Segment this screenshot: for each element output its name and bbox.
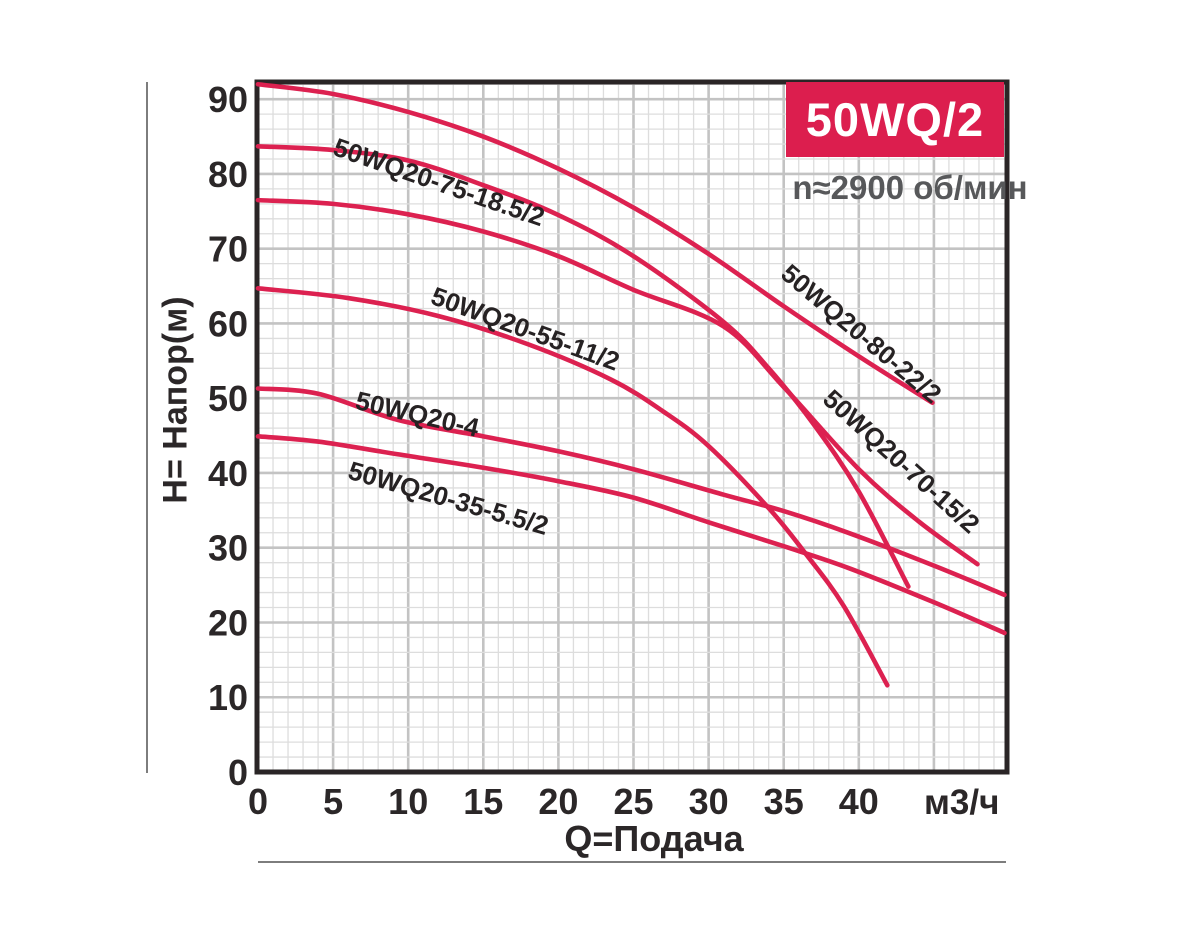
y-tick-label: 40 [208, 453, 248, 494]
y-tick-label: 0 [228, 752, 248, 793]
curve-50WQ20-75-18.5/2 [255, 143, 911, 589]
y-tick-label: 10 [208, 677, 248, 718]
curve-label-50WQ20-75-18.5/2: 50WQ20-75-18.5/2 [330, 132, 549, 232]
rpm-annotation: n≈2900 об/мин [792, 169, 1028, 206]
bottom-page-rule [258, 861, 1006, 863]
y-tick-label: 90 [208, 79, 248, 120]
grid [256, 82, 1006, 774]
curve-50WQ20-35-5.5/2 [255, 434, 1007, 636]
series-family-badge-label: 50WQ/2 [805, 93, 985, 146]
curve-50WQ20-55-11/2 [255, 286, 890, 688]
x-axis-unit: м3/ч [924, 783, 999, 822]
y-tick-label: 80 [208, 154, 248, 195]
x-tick-label: 15 [463, 781, 503, 822]
x-tick-label: 30 [689, 781, 729, 822]
curve-label-50WQ20-35-5.5/2: 50WQ20-35-5.5/2 [345, 455, 552, 541]
curve-label-50WQ20-55-11/2: 50WQ20-55-11/2 [427, 281, 623, 377]
curve-label-50WQ20-70-15/2: 50WQ20-70-15/2 [817, 383, 985, 539]
curve-50WQ20-80-22/2 [255, 81, 935, 406]
x-tick-label: 5 [323, 781, 343, 822]
y-tick-label: 60 [208, 303, 248, 344]
y-tick-label: 20 [208, 602, 248, 643]
curve-label-50WQ20-4: 50WQ20-4 [353, 385, 483, 443]
curves [255, 81, 1007, 688]
x-tick-label: 20 [538, 781, 578, 822]
x-tick-label: 25 [613, 781, 653, 822]
y-axis-title: H= Напор(м) [156, 296, 195, 504]
curve-label-50WQ20-80-22/2: 50WQ20-80-22/2 [775, 258, 947, 409]
plot-border [254, 79, 1010, 775]
x-axis-title: Q=Подача [564, 818, 744, 859]
y-tick-label: 50 [208, 378, 248, 419]
y-tick-label: 70 [208, 229, 248, 270]
x-tick-label: 40 [839, 781, 879, 822]
curve-50WQ20-4 [255, 386, 1007, 598]
axis-tick-labels: 0 10 20 30 40 50 60 70 80 90 0 5 10 15 20 25 30 35 40 м3/ч [208, 79, 999, 822]
x-tick-label: 10 [388, 781, 428, 822]
curve-50WQ20-70-15/2 [255, 197, 980, 567]
series-family-badge: 50WQ/2 [786, 82, 1004, 157]
x-tick-label: 35 [764, 781, 804, 822]
y-tick-label: 30 [208, 528, 248, 569]
x-tick-label: 0 [248, 781, 268, 822]
left-page-rule [146, 82, 148, 773]
